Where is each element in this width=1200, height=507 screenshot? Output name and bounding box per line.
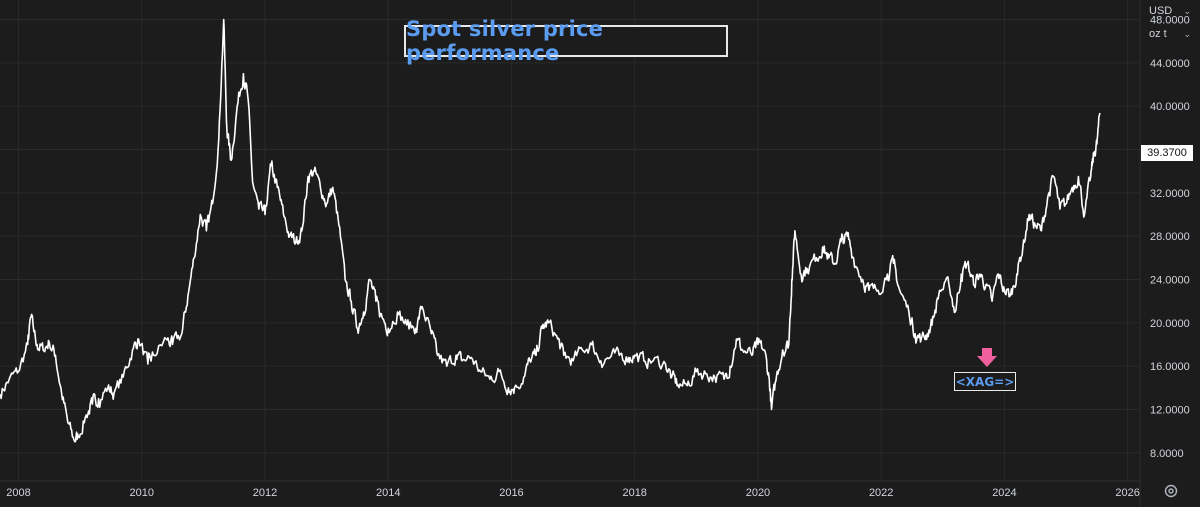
y-tick-label: 40.0000 [1150, 101, 1190, 113]
price-axis-labels: 8.0000 12.0000 16.0000 20.0000 24.0000 28.000… [1150, 15, 1190, 460]
y-tick-label: 28.0000 [1150, 231, 1190, 243]
y-tick-label: 32.0000 [1150, 188, 1190, 200]
y-tick-label: 24.0000 [1150, 275, 1190, 287]
y-tick-label: 8.0000 [1150, 448, 1184, 460]
y-tick-label: 12.0000 [1150, 405, 1190, 417]
ric-annotation-label: <XAG=> [955, 374, 1015, 389]
x-tick-label: 2012 [253, 487, 277, 499]
x-tick-label: 2018 [622, 487, 646, 499]
x-tick-label: 2008 [6, 487, 30, 499]
last-price-label: 39.3700 [1141, 145, 1193, 161]
currency-value: USD [1149, 5, 1173, 17]
unit-value: oz t [1149, 28, 1167, 40]
x-tick-label: 2010 [129, 487, 153, 499]
y-tick-label: 44.0000 [1150, 58, 1190, 70]
currency-selector[interactable]: USD ⌄ [1144, 1, 1196, 21]
grid-lines [0, 0, 1140, 481]
y-tick-label: 20.0000 [1150, 318, 1190, 330]
unit-selector[interactable]: oz t ⌄ [1144, 24, 1196, 44]
y-tick-label: 48.0000 [1150, 15, 1190, 27]
x-tick-label: 2016 [499, 487, 523, 499]
chevron-down-icon: ⌄ [1183, 5, 1191, 16]
gear-icon[interactable] [1163, 483, 1179, 499]
chart-title-box: Spot silver price performance [404, 17, 728, 65]
down-arrow-icon [977, 348, 997, 367]
axes [0, 0, 1141, 507]
chevron-down-icon: ⌄ [1183, 28, 1191, 39]
x-tick-label: 2024 [992, 487, 1016, 499]
time-axis-labels: 2008 2010 2012 2014 2016 2018 2020 2022 2024 2026 [6, 487, 1140, 499]
x-tick-label: 2020 [746, 487, 770, 499]
x-tick-label: 2014 [376, 487, 400, 499]
x-tick-label: 2022 [869, 487, 893, 499]
x-tick-label: 2026 [1115, 487, 1139, 499]
chart-title: Spot silver price performance [406, 17, 604, 65]
y-tick-label: 16.0000 [1150, 361, 1190, 373]
silver-price-line [0, 18, 1101, 443]
ric-annotation[interactable]: <XAG=> [954, 372, 1016, 391]
